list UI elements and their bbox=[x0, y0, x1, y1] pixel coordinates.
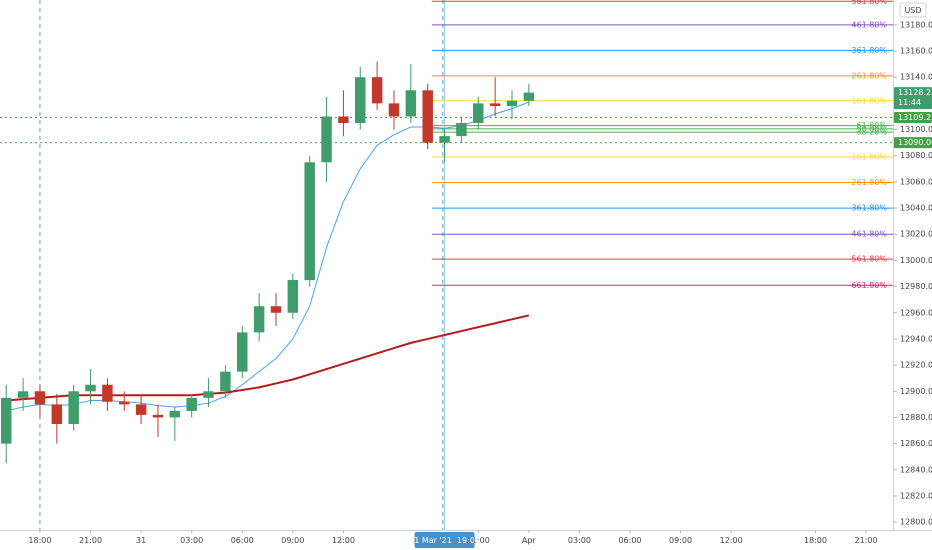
y-tick-label: 13140.00 bbox=[900, 73, 932, 82]
candle-body bbox=[456, 123, 467, 137]
candle-body bbox=[439, 136, 450, 143]
candle-body bbox=[523, 92, 535, 101]
currency-label: USD bbox=[904, 6, 921, 15]
fib-label: 661.80% bbox=[851, 281, 887, 290]
y-tick-label: 12880.00 bbox=[900, 413, 932, 422]
price-label: 13128.25 bbox=[898, 88, 932, 97]
fib-label: 361.80% bbox=[851, 204, 887, 213]
x-tick-label: 18:00 bbox=[804, 536, 827, 545]
candle-body bbox=[119, 401, 130, 405]
x-tick-label: 21:00 bbox=[79, 536, 102, 545]
y-tick-label: 13100.00 bbox=[900, 125, 932, 134]
y-tick-label: 12840.00 bbox=[900, 465, 932, 474]
price-label-box bbox=[894, 111, 932, 123]
candle-body bbox=[68, 391, 79, 424]
x-tick-label: 03:00 bbox=[568, 536, 591, 545]
candle-body bbox=[304, 162, 315, 281]
y-tick-label: 12900.00 bbox=[900, 387, 932, 396]
y-tick-label: 12960.00 bbox=[900, 308, 932, 317]
fib-label: 561.80% bbox=[851, 255, 887, 264]
price-label: 13109.25 bbox=[898, 113, 932, 122]
x-tick-label: 21:00 bbox=[854, 536, 877, 545]
candle-body bbox=[102, 384, 113, 402]
currency-box[interactable] bbox=[899, 2, 927, 18]
y-tick-label: 12980.00 bbox=[900, 282, 932, 291]
candle-body bbox=[253, 306, 265, 333]
y-tick-label: 13160.00 bbox=[900, 47, 932, 56]
y-tick-label: 12820.00 bbox=[900, 491, 932, 500]
y-tick-label: 12800.00 bbox=[900, 518, 932, 527]
candle-body bbox=[85, 384, 96, 392]
y-tick-label: 13020.00 bbox=[900, 230, 932, 239]
ma-line bbox=[6, 314, 530, 402]
candle-body bbox=[270, 306, 282, 313]
y-tick-label: 13060.00 bbox=[900, 177, 932, 186]
y-tick-label: 13180.00 bbox=[900, 20, 932, 29]
y-tick-label: 13040.00 bbox=[900, 204, 932, 213]
x-tick-label: 18:00 bbox=[28, 536, 51, 545]
candle-body bbox=[237, 332, 248, 372]
candle-body bbox=[169, 410, 181, 418]
fib-label: 61.80% bbox=[856, 121, 887, 130]
fib-label: 361.80% bbox=[851, 46, 887, 55]
candle-body bbox=[338, 116, 349, 124]
candle-body bbox=[287, 280, 299, 313]
candle-body bbox=[405, 90, 417, 117]
y-tick-label: 13000.00 bbox=[900, 256, 932, 265]
fib-label: 161.80% bbox=[851, 153, 887, 162]
candle-body bbox=[135, 404, 147, 415]
x-tick-label: 12:00 bbox=[332, 536, 355, 545]
candle-body bbox=[506, 100, 518, 106]
x-tick-label: 21:00 bbox=[467, 536, 490, 545]
candle-body bbox=[34, 391, 46, 405]
crosshair-label-box bbox=[414, 532, 475, 548]
candle-body bbox=[473, 103, 484, 124]
fib-label: 161.80% bbox=[851, 96, 887, 105]
y-tick-label: 12860.00 bbox=[900, 439, 932, 448]
candle-body bbox=[422, 90, 433, 143]
candle-body bbox=[51, 404, 63, 424]
candle-body bbox=[371, 77, 383, 104]
x-tick-label: 06:00 bbox=[618, 536, 641, 545]
price-label-box bbox=[894, 87, 932, 110]
ma-line bbox=[6, 101, 530, 412]
candle-body bbox=[489, 103, 501, 106]
x-tick-label: 09:00 bbox=[669, 536, 692, 545]
x-tick-label: 06:00 bbox=[231, 536, 254, 545]
candle-body bbox=[355, 77, 366, 124]
candle-body bbox=[388, 103, 400, 117]
y-tick-label: 13080.00 bbox=[900, 151, 932, 160]
y-tick-label: 12940.00 bbox=[900, 334, 932, 343]
x-tick-label: 03:00 bbox=[180, 536, 203, 545]
x-tick-label: 31 bbox=[136, 536, 146, 545]
fib-label: 561.80% bbox=[851, 0, 887, 6]
candle-body bbox=[321, 116, 332, 163]
plot-area: 561.80% 461.80% 361.80% 261.80% 161.80% 61.80… bbox=[0, 0, 893, 530]
fib-label: 261.80% bbox=[851, 178, 887, 187]
fib-label: 50.00% bbox=[856, 124, 887, 133]
fib-label: 38.20% bbox=[856, 128, 887, 137]
candle-body bbox=[17, 391, 29, 398]
fib-label: 461.80% bbox=[851, 230, 887, 239]
crosshair-label: 31 Mar '21 19:00 bbox=[409, 536, 480, 545]
candle-body bbox=[203, 391, 214, 398]
candle-body bbox=[1, 397, 12, 444]
x-tick-label: 12:00 bbox=[720, 536, 743, 545]
fib-label: 461.80% bbox=[851, 20, 887, 29]
candle-body bbox=[152, 414, 164, 418]
x-tick-label: 09:00 bbox=[281, 536, 304, 545]
candle-body bbox=[186, 397, 197, 411]
fib-label: 261.80% bbox=[851, 71, 887, 80]
y-tick-label: 12920.00 bbox=[900, 361, 932, 370]
candle-body bbox=[220, 371, 231, 392]
price-label: 13090.00 bbox=[898, 138, 932, 147]
x-tick-label: Apr bbox=[522, 536, 537, 545]
price-label-box bbox=[894, 137, 932, 149]
price-countdown: 11:44 bbox=[898, 98, 921, 107]
